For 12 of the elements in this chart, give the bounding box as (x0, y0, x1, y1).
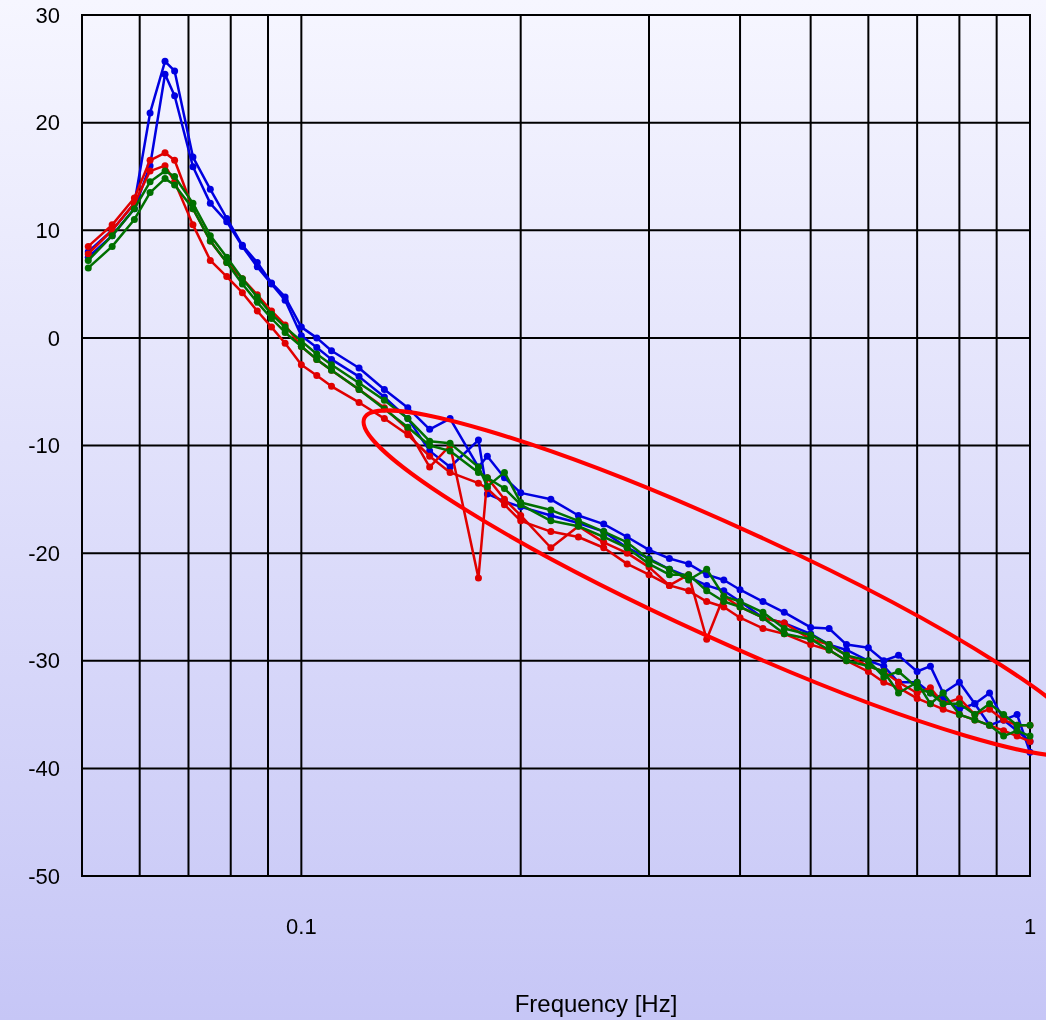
y-tick-label: -50 (28, 863, 60, 889)
x-axis-title: Frequency [Hz] (514, 990, 678, 1017)
y-tick-label: 10 (35, 217, 60, 243)
y-tick-label: -10 (28, 433, 60, 459)
y-tick-label: 0 (47, 325, 60, 351)
x-tick-label: 1 (1023, 914, 1037, 939)
y-tick-label: 30 (35, 2, 60, 28)
y-tick-label: 20 (35, 110, 60, 136)
y-tick-label: -30 (28, 648, 60, 674)
y-tick-label: -20 (28, 540, 60, 566)
y-tick-label: -40 (28, 756, 60, 782)
x-tick-label: 0.1 (286, 914, 317, 939)
